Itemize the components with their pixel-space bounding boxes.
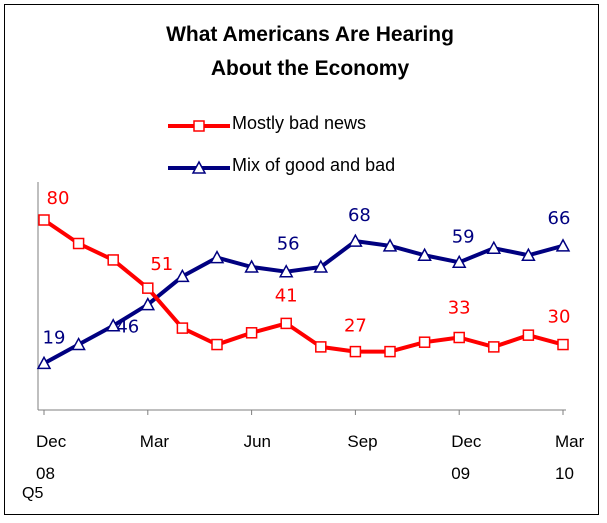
- square-marker: [38, 214, 50, 226]
- chart-title-line-2: About the Economy: [210, 57, 410, 80]
- square-marker: [107, 254, 119, 266]
- square-marker: [315, 341, 327, 353]
- square-marker: [522, 329, 535, 341]
- triangle-marker: [175, 268, 190, 283]
- square-marker: [176, 322, 189, 334]
- square-marker: [211, 338, 223, 351]
- chart-title: What Americans Are Hearing About the Eco…: [0, 18, 607, 86]
- x-tick-label-month: Jun: [243, 432, 272, 451]
- triangle-marker: [278, 264, 294, 278]
- series-mix-good-bad: [36, 233, 571, 370]
- square-marker: [349, 345, 362, 358]
- triangle-marker: [191, 160, 207, 174]
- legend-item-bad-news: [168, 120, 230, 132]
- chart-title-line-1: What Americans Are Hearing: [166, 23, 454, 46]
- data-label: 68: [348, 205, 371, 226]
- data-label: 46: [116, 317, 139, 338]
- data-label: 51: [150, 254, 173, 275]
- triangle-marker: [451, 254, 467, 269]
- triangle-marker: [521, 247, 536, 261]
- series-line: [43, 239, 564, 366]
- data-label: 19: [43, 327, 66, 348]
- legend-item-mixed: [168, 160, 230, 174]
- triangle-marker: [417, 247, 432, 261]
- chart-frame: [4, 4, 599, 515]
- legend-label-bad-news: Mostly bad news: [232, 113, 367, 133]
- x-tick-label-month: Dec: [451, 432, 482, 451]
- x-tick-label-year: [140, 458, 169, 490]
- triangle-marker: [105, 318, 121, 332]
- triangle-marker: [348, 233, 363, 247]
- data-label: 27: [344, 316, 367, 337]
- x-tick-label: Dec 09: [451, 426, 481, 490]
- square-marker: [280, 317, 292, 330]
- x-tick-label: Dec 08: [36, 426, 66, 490]
- triangle-marker: [382, 238, 398, 252]
- x-tick-label-month: Mar: [139, 432, 170, 451]
- series-group: [36, 214, 571, 370]
- question-footnote: Q5: [22, 485, 44, 502]
- triangle-marker: [140, 297, 156, 311]
- x-tick-label-year: 09: [451, 464, 471, 483]
- square-marker: [384, 345, 396, 358]
- data-label: 33: [448, 298, 471, 319]
- data-labels: 80 51 41 27 33 30 19 46 56 68 59 66: [43, 188, 571, 348]
- data-label: 30: [548, 307, 571, 328]
- square-marker: [142, 282, 154, 294]
- legend: [168, 120, 230, 174]
- x-tick-label-year: 08: [36, 464, 55, 483]
- x-tick-label: Jun: [244, 426, 271, 490]
- x-tick-label: Mar 10: [555, 426, 584, 490]
- data-label: 80: [47, 188, 70, 209]
- triangle-marker: [486, 240, 502, 254]
- data-label: 41: [275, 285, 298, 306]
- x-tick-label-month: Dec: [36, 432, 67, 451]
- square-marker: [245, 327, 258, 339]
- square-marker: [557, 338, 569, 351]
- x-tick-label: Mar: [140, 426, 169, 490]
- triangle-marker: [313, 259, 329, 273]
- data-label: 56: [277, 234, 300, 255]
- x-tick-label-year: [347, 458, 377, 490]
- legend-label-mixed: Mix of good and bad: [232, 155, 396, 175]
- data-label: 66: [548, 208, 571, 229]
- square-marker: [72, 237, 85, 250]
- triangle-marker: [244, 259, 259, 273]
- square-marker: [193, 120, 205, 132]
- series-mostly-bad-news: [38, 214, 569, 358]
- square-marker: [453, 331, 465, 344]
- axes: [37, 182, 566, 415]
- triangle-marker: [209, 250, 225, 264]
- data-label: 59: [452, 226, 475, 247]
- x-tick-label: Sep: [347, 426, 377, 490]
- triangle-marker: [71, 336, 86, 351]
- series-line: [42, 218, 564, 354]
- square-marker: [418, 336, 431, 348]
- triangle-marker: [555, 238, 571, 252]
- x-tick-label-year: 10: [555, 464, 574, 483]
- x-tick-label-year: [244, 458, 271, 490]
- triangle-marker: [36, 355, 52, 370]
- x-tick-label-month: Mar: [555, 432, 585, 451]
- x-tick-label-month: Sep: [347, 432, 378, 451]
- square-marker: [488, 341, 500, 353]
